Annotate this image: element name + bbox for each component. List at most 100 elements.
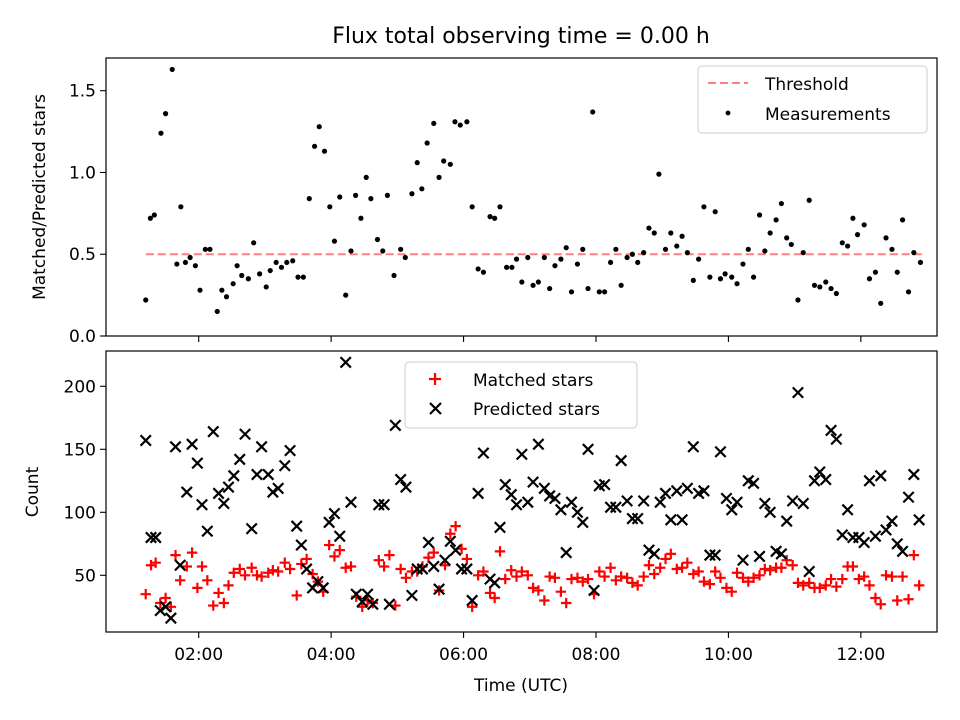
- matched-star-point: [610, 575, 622, 586]
- measurement-point: [872, 269, 879, 275]
- predicted-star-point: [149, 531, 162, 544]
- predicted-star-point: [654, 496, 667, 509]
- measurement-point: [552, 263, 558, 269]
- predicted-star-point: [366, 598, 379, 611]
- measurement-point: [492, 215, 498, 221]
- matched-star-point: [837, 573, 848, 585]
- measurement-point: [878, 300, 884, 306]
- matched-star-point: [334, 544, 345, 556]
- measurement-point: [214, 308, 220, 315]
- measurement-point: [300, 274, 306, 280]
- bottom-xtick-label: 02:00: [174, 645, 223, 665]
- bottom-xlabel: Time (UTC): [473, 676, 568, 696]
- predicted-star-point: [295, 539, 308, 552]
- matched-star-point: [373, 554, 385, 566]
- bottom-xtick-label: 04:00: [307, 645, 356, 665]
- predicted-star-point: [764, 506, 777, 519]
- measurement-point: [602, 289, 608, 295]
- matched-star-point: [340, 562, 351, 573]
- predicted-star-point: [339, 356, 352, 369]
- matched-star-point: [378, 561, 390, 572]
- predicted-star-point: [565, 496, 578, 509]
- predicted-star-point: [290, 520, 303, 533]
- bottom-xtick-label: 10:00: [704, 645, 753, 665]
- measurement-point: [740, 261, 746, 267]
- predicted-star-point: [648, 547, 661, 560]
- predicted-star-point: [233, 453, 246, 466]
- predicted-star-point: [626, 512, 639, 525]
- matched-star-point: [256, 571, 267, 582]
- measurement-point: [684, 250, 690, 256]
- top-panel: 0.0 0.5 1.0 1.5 Matched/Predicted stars Thr…: [30, 57, 938, 347]
- matched-star-point: [676, 562, 688, 573]
- measurement-point: [734, 281, 740, 287]
- matched-star-point: [428, 547, 439, 558]
- predicted-star-point: [880, 523, 892, 536]
- measurement-point: [656, 171, 662, 177]
- predicted-star-point: [907, 468, 920, 481]
- predicted-star-point: [609, 501, 622, 514]
- measurement-point: [234, 263, 240, 269]
- predicted-star-point: [207, 425, 220, 438]
- predicted-star-point: [753, 550, 766, 563]
- measurement-point: [861, 222, 867, 228]
- predicted-star-point: [328, 507, 341, 520]
- predicted-star-point: [588, 584, 600, 597]
- predicted-star-point: [670, 484, 683, 497]
- predicted-star-point: [201, 525, 214, 538]
- measurement-point: [452, 119, 458, 125]
- predicted-star-point: [554, 503, 567, 516]
- matched-star-point: [291, 590, 302, 601]
- bottom-xtick-label: 08:00: [571, 645, 620, 665]
- measurement-point: [509, 264, 515, 270]
- measurement-point: [368, 196, 374, 202]
- matched-star-point: [555, 586, 567, 597]
- bottom-ytick-label: 50: [74, 566, 96, 586]
- matched-star-point: [726, 586, 737, 597]
- measurement-point: [679, 233, 685, 239]
- predicted-star-point: [510, 498, 523, 511]
- matched-star-point: [218, 597, 230, 609]
- measurement-point: [306, 196, 312, 202]
- bottom-ytick-label: 100: [64, 503, 96, 523]
- matched-star-point: [731, 567, 743, 578]
- matched-star-point: [323, 539, 335, 551]
- predicted-star-point: [284, 444, 297, 457]
- predicted-star-point: [460, 563, 473, 575]
- measurement-point: [321, 148, 328, 154]
- measurement-point: [273, 259, 279, 266]
- matched-star-point: [202, 575, 213, 586]
- predicted-star-point: [598, 478, 611, 491]
- measurement-point: [151, 212, 157, 218]
- measurement-point: [398, 246, 404, 252]
- predicted-star-point: [196, 498, 208, 511]
- measurement-point: [767, 230, 773, 236]
- measurement-point: [251, 240, 257, 246]
- predicted-star-point: [604, 501, 617, 514]
- measurement-point: [414, 160, 420, 166]
- predicted-star-point: [300, 563, 313, 575]
- legend-matched-swatch: [429, 373, 441, 385]
- measurement-point: [239, 272, 245, 279]
- matched-star-point: [450, 520, 461, 532]
- matched-star-point: [478, 566, 489, 577]
- matched-star-point: [864, 580, 875, 591]
- measurement-point: [358, 215, 364, 221]
- matched-star-point: [251, 570, 263, 581]
- measurement-point: [497, 204, 503, 210]
- matched-star-point: [743, 576, 754, 587]
- predicted-star-point: [797, 497, 810, 510]
- measurement-point: [629, 251, 636, 257]
- matched-star-point: [400, 572, 412, 584]
- matched-star-point: [267, 565, 279, 576]
- predicted-star-point: [272, 482, 285, 495]
- matched-star-point: [643, 560, 655, 571]
- predicted-star-point: [521, 496, 534, 509]
- matched-star-point: [638, 571, 649, 582]
- matched-star-point: [764, 565, 776, 576]
- matched-star-point: [688, 568, 699, 580]
- measurement-point: [519, 279, 525, 285]
- matched-star-point: [655, 562, 666, 573]
- matched-star-point: [880, 570, 892, 581]
- predicted-star-point: [808, 474, 821, 487]
